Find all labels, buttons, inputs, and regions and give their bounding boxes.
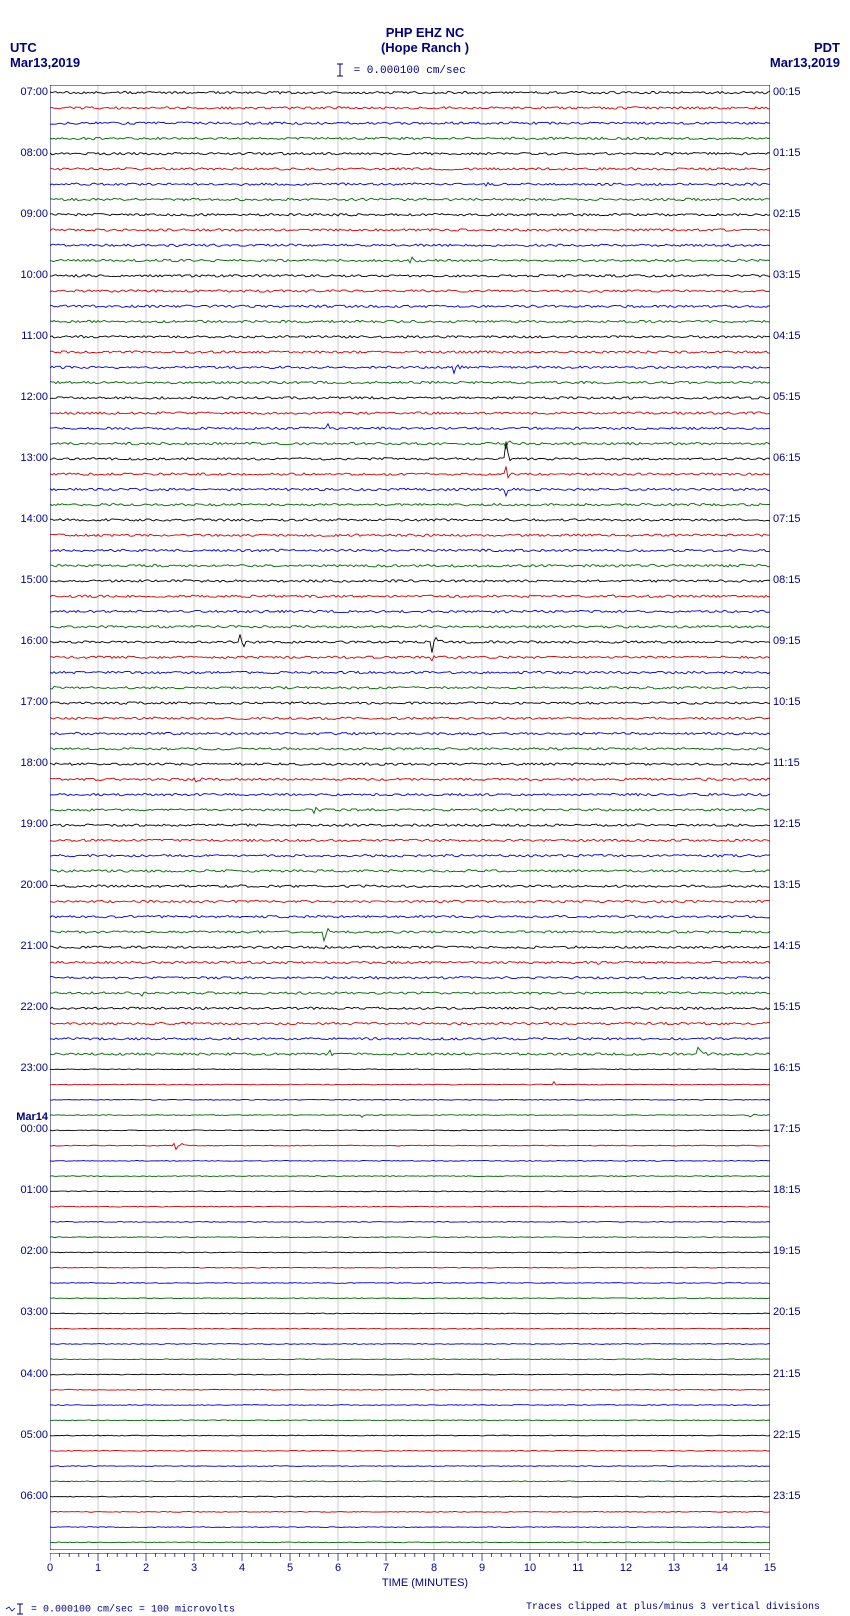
- station-id: PHP EHZ NC: [0, 25, 850, 40]
- x-tick-label: 11: [572, 1562, 583, 1574]
- utc-time-label: 00:00: [0, 1124, 48, 1135]
- footer-clip-note: Traces clipped at plus/minus 3 vertical …: [526, 1602, 820, 1613]
- x-tick-label: 14: [716, 1562, 728, 1574]
- pdt-time-label: 05:15: [773, 392, 843, 403]
- x-tick-label: 3: [191, 1562, 197, 1574]
- footer-scale: = 0.000100 cm/sec = 100 microvolts: [5, 1602, 235, 1616]
- pdt-time-label: 15:15: [773, 1002, 843, 1013]
- utc-time-label: 19:00: [0, 819, 48, 830]
- pdt-time-label: 07:15: [773, 514, 843, 525]
- utc-time-label: 08:00: [0, 148, 48, 159]
- chart-header: PHP EHZ NC (Hope Ranch ): [0, 25, 850, 55]
- pdt-time-label: 06:15: [773, 453, 843, 464]
- utc-time-label: 21:00: [0, 941, 48, 952]
- pdt-time-label: 17:15: [773, 1124, 843, 1135]
- footer-left-text: = 0.000100 cm/sec = 100 microvolts: [31, 1605, 235, 1616]
- utc-time-label: 04:00: [0, 1369, 48, 1380]
- utc-time-label: 12:00: [0, 392, 48, 403]
- pdt-time-label: 04:15: [773, 331, 843, 342]
- station-location: (Hope Ranch ): [0, 40, 850, 55]
- day-break-label: Mar14: [0, 1112, 48, 1123]
- pdt-time-label: 23:15: [773, 1491, 843, 1502]
- pdt-time-label: 22:15: [773, 1430, 843, 1441]
- utc-time-label: 02:00: [0, 1246, 48, 1257]
- scale-text: = 0.000100 cm/sec: [354, 65, 466, 77]
- utc-time-label: 07:00: [0, 87, 48, 98]
- pdt-time-label: 13:15: [773, 880, 843, 891]
- pdt-time-label: 02:15: [773, 209, 843, 220]
- x-tick-label: 2: [143, 1562, 149, 1574]
- x-tick-label: 6: [335, 1562, 341, 1574]
- pdt-time-label: 11:15: [773, 758, 843, 769]
- utc-time-label: 09:00: [0, 209, 48, 220]
- x-tick-label: 10: [524, 1562, 536, 1574]
- pdt-time-labels: 00:15 01:15 02:15 03:15 04:15 05:15 06:15 07:15…: [773, 85, 843, 1550]
- pdt-time-label: 16:15: [773, 1063, 843, 1074]
- utc-time-label: 17:00: [0, 697, 48, 708]
- pdt-time-label: 03:15: [773, 270, 843, 281]
- utc-time-label: 15:00: [0, 575, 48, 586]
- scale-indicator: = 0.000100 cm/sec: [335, 62, 466, 78]
- x-tick-label: 5: [287, 1562, 293, 1574]
- x-tick-label: 1: [95, 1562, 101, 1574]
- pdt-time-label: 01:15: [773, 148, 843, 159]
- utc-time-label: 03:00: [0, 1307, 48, 1318]
- pdt-time-label: 21:15: [773, 1369, 843, 1380]
- pdt-time-label: 14:15: [773, 941, 843, 952]
- pdt-time-label: 18:15: [773, 1185, 843, 1196]
- x-tick-label: 13: [668, 1562, 680, 1574]
- utc-time-label: 11:00: [0, 331, 48, 342]
- pdt-time-label: 19:15: [773, 1246, 843, 1257]
- helicorder-plot: [50, 85, 770, 1550]
- x-tick-label: 8: [431, 1562, 437, 1574]
- x-tick-label: 15: [764, 1562, 776, 1574]
- utc-time-label: 13:00: [0, 453, 48, 464]
- x-tick-label: 0: [47, 1562, 53, 1574]
- utc-time-label: 18:00: [0, 758, 48, 769]
- x-tick-label: 4: [239, 1562, 245, 1574]
- utc-time-label: 22:00: [0, 1002, 48, 1013]
- utc-time-label: 20:00: [0, 880, 48, 891]
- utc-time-label: 14:00: [0, 514, 48, 525]
- pdt-time-label: 20:15: [773, 1307, 843, 1318]
- pdt-time-label: 10:15: [773, 697, 843, 708]
- tz-left-date: Mar13,2019: [10, 55, 80, 70]
- x-axis-label: TIME (MINUTES): [0, 1577, 850, 1589]
- pdt-time-label: 08:15: [773, 575, 843, 586]
- x-tick-label: 9: [479, 1562, 485, 1574]
- utc-time-label: 23:00: [0, 1063, 48, 1074]
- pdt-time-label: 00:15: [773, 87, 843, 98]
- utc-time-labels: 07:00 08:00 09:00 10:00 11:00 12:00 13:00 14:00…: [0, 85, 48, 1550]
- x-tick-label: 12: [620, 1562, 632, 1574]
- pdt-time-label: 12:15: [773, 819, 843, 830]
- utc-time-label: 16:00: [0, 636, 48, 647]
- utc-time-label: 06:00: [0, 1491, 48, 1502]
- x-tick-label: 7: [383, 1562, 389, 1574]
- utc-time-label: 05:00: [0, 1430, 48, 1441]
- tz-right-date: Mar13,2019: [770, 55, 840, 70]
- pdt-time-label: 09:15: [773, 636, 843, 647]
- utc-time-label: 01:00: [0, 1185, 48, 1196]
- utc-time-label: 10:00: [0, 270, 48, 281]
